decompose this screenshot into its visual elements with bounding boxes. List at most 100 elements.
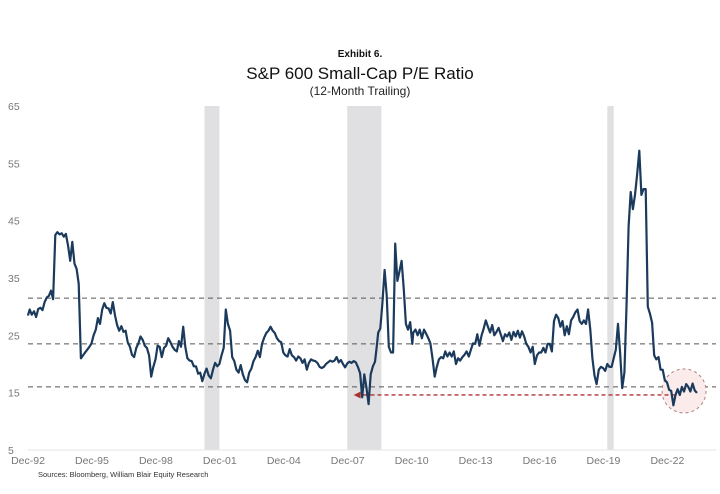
data-point (372, 365, 374, 367)
data-point (444, 350, 446, 352)
data-point (269, 326, 272, 328)
data-point (431, 357, 434, 359)
data-point (542, 347, 544, 349)
data-point (127, 341, 129, 343)
x-tick-label: Dec-10 (395, 455, 429, 467)
data-point (306, 369, 308, 371)
data-point (208, 374, 210, 377)
data-point (50, 290, 52, 292)
data-point (523, 335, 525, 338)
data-point (163, 347, 165, 349)
data-point (295, 359, 297, 362)
data-point (517, 330, 519, 332)
data-point (35, 316, 37, 318)
data-point (180, 346, 182, 348)
data-point (58, 233, 61, 236)
data-point (56, 231, 59, 233)
series-layer (26, 149, 698, 407)
data-point (116, 324, 118, 326)
data-point (142, 339, 144, 341)
data-point (649, 312, 651, 315)
data-point (668, 389, 670, 391)
x-tick-label: Dec-92 (11, 455, 45, 467)
data-point (216, 365, 218, 367)
data-point (218, 363, 220, 365)
data-point (274, 332, 276, 334)
data-point (367, 403, 370, 405)
data-point (29, 308, 31, 311)
data-point (355, 361, 357, 363)
data-point (137, 342, 140, 344)
data-point (689, 390, 692, 393)
data-point (606, 363, 608, 365)
data-point (252, 360, 255, 362)
data-point (103, 302, 105, 304)
data-point (470, 349, 472, 351)
data-point (267, 330, 270, 332)
data-point (316, 362, 319, 364)
data-point (429, 342, 431, 344)
data-point (144, 345, 146, 347)
data-point (483, 327, 485, 330)
data-point (350, 362, 353, 364)
data-point (489, 331, 491, 334)
data-point (336, 356, 338, 358)
data-point (201, 380, 203, 382)
data-point (555, 314, 557, 316)
data-point (476, 333, 478, 335)
data-point (122, 331, 125, 333)
data-point (171, 346, 174, 348)
data-point (685, 383, 687, 385)
data-point (188, 359, 191, 362)
data-point (636, 174, 638, 176)
data-point (677, 388, 679, 390)
data-point (651, 322, 653, 324)
data-point (146, 347, 148, 349)
data-point (383, 269, 386, 271)
data-point (289, 348, 291, 350)
data-point (551, 350, 553, 352)
data-point (357, 366, 359, 368)
data-point (105, 307, 108, 309)
data-point (434, 376, 436, 378)
data-point (679, 394, 681, 396)
data-point (512, 331, 515, 333)
reference-lines (28, 297, 716, 388)
data-point (342, 363, 344, 365)
x-tick-label: Dec-13 (459, 455, 493, 467)
data-point (220, 354, 223, 356)
data-point (248, 372, 250, 374)
data-point (411, 343, 413, 345)
data-point (114, 314, 116, 316)
data-point (284, 354, 287, 356)
data-point (346, 362, 348, 365)
data-point (233, 360, 235, 362)
data-point (329, 359, 331, 362)
data-point (529, 351, 532, 354)
data-point (150, 376, 152, 378)
x-tick-label: Dec-07 (331, 455, 365, 467)
data-point (417, 334, 419, 336)
data-point (510, 339, 512, 341)
data-point (515, 335, 517, 338)
data-point (457, 357, 459, 359)
data-point (265, 332, 267, 334)
recession-shading (204, 106, 614, 450)
data-point (634, 194, 636, 196)
data-point (90, 342, 93, 344)
data-point (27, 314, 29, 316)
data-point (148, 354, 150, 356)
data-point (442, 357, 444, 359)
data-point (338, 361, 340, 363)
data-point (566, 325, 568, 327)
data-point (472, 342, 474, 344)
data-point (99, 323, 101, 325)
data-point (312, 359, 314, 362)
data-point (666, 381, 668, 383)
data-point (379, 327, 381, 330)
data-point (461, 356, 463, 358)
y-tick-label: 15 (8, 388, 20, 400)
data-point (193, 365, 195, 367)
data-point (508, 331, 510, 334)
